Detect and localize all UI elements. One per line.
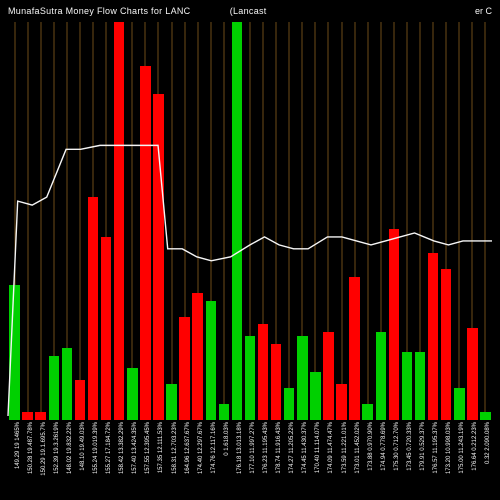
x-label: 150.29 19.1.695.7%	[41, 422, 47, 476]
x-label: 152.39 19.3.2619%	[54, 422, 60, 474]
x-label: 148.10 19.49.03%	[80, 422, 86, 471]
x-label: 177.10 11.997.27%	[250, 422, 256, 474]
x-label: 173.59 11.221.01%	[342, 422, 348, 474]
x-label: 179.91 0.529.37%	[420, 422, 426, 471]
x-label: 175.30 0.712.70%	[394, 422, 400, 471]
x-label: 150.28 19.487.78%	[28, 422, 34, 474]
x-label: 174.94 0.778.69%	[381, 422, 387, 471]
x-label: 157.55 12.395.45%	[145, 422, 151, 474]
x-label: 174.76 12.117.16%	[211, 422, 217, 474]
x-label: 174.27 11.205.22%	[289, 422, 295, 474]
x-label: 164.96 12.637.67%	[185, 422, 191, 474]
x-label: 0 1.618.03%	[224, 422, 230, 456]
x-label: 157.35 12.111.53%	[158, 422, 164, 473]
x-label: 174.09 11.474.47%	[328, 422, 334, 474]
chart-area	[8, 22, 492, 420]
x-label: 157.40 13.424.35%	[132, 422, 138, 474]
x-label: 173.01 11.452.02%	[355, 422, 361, 474]
x-label: 176.23 11.195.43%	[263, 422, 269, 474]
x-label: 0.32 2.090.08%	[485, 422, 491, 464]
x-label: 174.40 12.297.67%	[198, 422, 204, 474]
x-label: 148.02 19.832.22%	[67, 422, 73, 474]
x-label: 173.45 0.720.33%	[407, 422, 413, 471]
x-label: 173.20 10.998.03%	[446, 422, 452, 474]
x-label: 176.64 0.212.23%	[472, 422, 478, 471]
x-label: 149.29 19 1465%	[15, 422, 21, 469]
x-label: 155.27 17.184.72%	[106, 422, 112, 474]
x-label: 174.45 11.430.37%	[302, 422, 308, 474]
x-label: 176.18 13.013.18%	[237, 422, 243, 474]
x-label: 158.31 12.703.23%	[172, 422, 178, 474]
chart-title-left: MunafaSutra Money Flow Charts for LANC (…	[8, 6, 267, 16]
x-label: 155.24 19.019.39%	[93, 422, 99, 474]
x-axis-labels: 149.29 19 1465% 150.28 19.487.78% 150.29 1…	[8, 420, 492, 500]
chart-title-right: er C	[475, 6, 492, 16]
x-label: 158.42 13.382.29%	[119, 422, 125, 474]
x-label: 170.40 11.114.07%	[315, 422, 321, 473]
x-label: 173.88 0.970.90%	[368, 422, 374, 471]
money-flow-line	[8, 22, 492, 420]
trend-line	[8, 145, 492, 416]
x-label: 175.00 11.243.19%	[459, 422, 465, 474]
x-label: 176.57 11.195.37%	[433, 422, 439, 474]
x-label: 178.74 11.916.43%	[276, 422, 282, 474]
